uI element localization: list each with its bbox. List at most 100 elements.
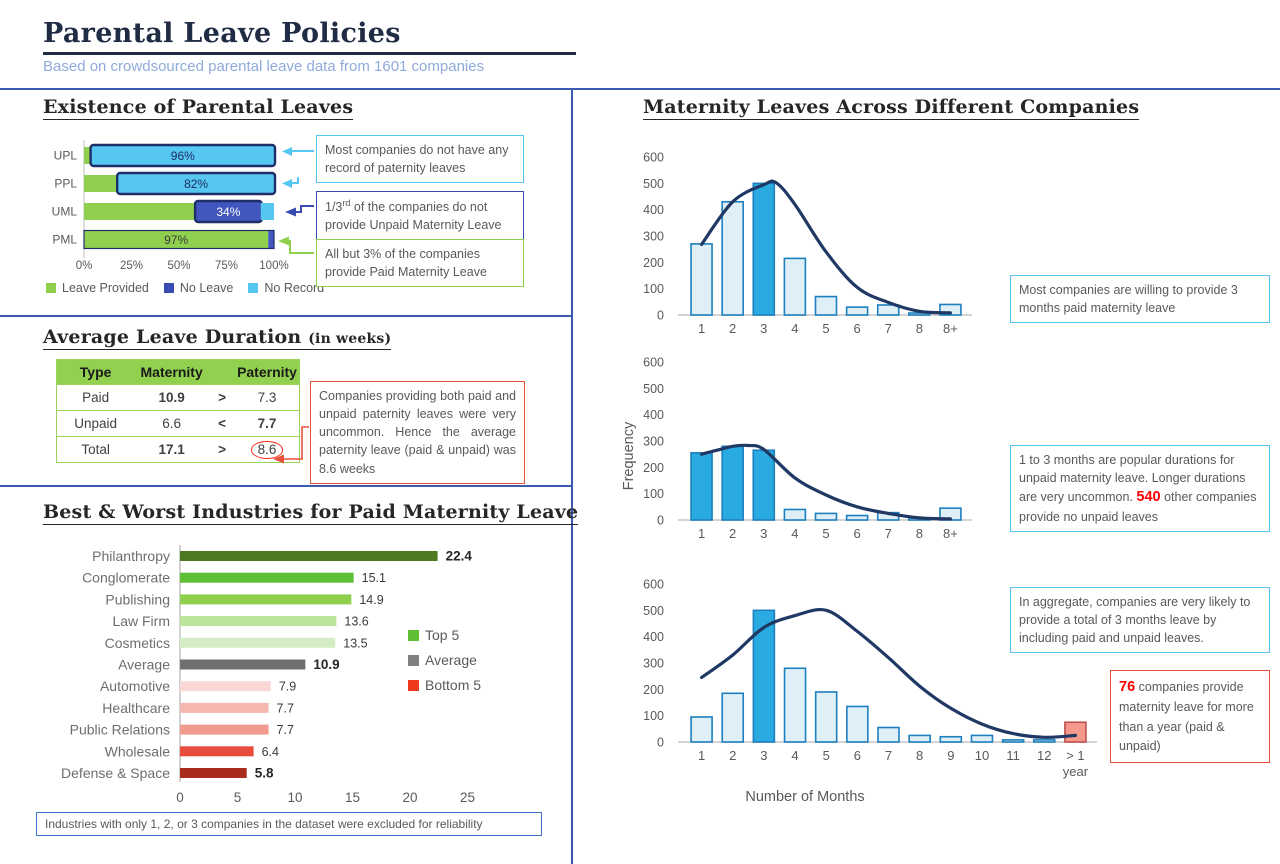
bar-value-label: 22.4 — [446, 549, 473, 564]
hist-bar — [752, 182, 776, 316]
hist-bar — [752, 449, 776, 521]
callout-paid-3-months: Most companies are willing to provide 3 … — [1010, 275, 1270, 324]
x-tick-label: 6 — [853, 526, 860, 541]
bar-value-label: 82% — [184, 177, 208, 191]
divider-top — [0, 88, 1280, 90]
x-tick-label: 50% — [167, 260, 190, 272]
callout-paid-maternity: All but 3% of the companies provide Paid… — [316, 239, 524, 288]
category-label: Philanthropy — [92, 548, 170, 564]
table-row: Unpaid 6.6 < 7.7 — [56, 410, 300, 437]
x-tick-label: 5 — [823, 748, 830, 763]
existence-chart: 96% UPL 82% PPL 34% UML 97% PML 0% 25% 50% 75% 100% — [52, 140, 289, 272]
legend-swatch — [163, 283, 174, 293]
category-label: Defense & Space — [61, 765, 170, 781]
industry-bar — [180, 659, 306, 670]
hist-bar — [908, 312, 931, 316]
bar-segment-leave-provided — [84, 147, 92, 164]
bar-value-label: 13.5 — [343, 636, 367, 650]
y-tick-label: 600 — [643, 151, 664, 165]
table-header-row: Type Maternity Paternity — [56, 359, 300, 385]
x-tick-label: > 1 — [1066, 748, 1084, 763]
category-label: Wholesale — [105, 743, 171, 759]
industries-chart: Philanthropy 22.4 Conglomerate 15.1 Publishi… — [61, 545, 475, 805]
bar-value-label: 5.8 — [255, 766, 274, 781]
x-tick-label: 6 — [854, 748, 861, 763]
category-label: Law Firm — [112, 613, 170, 629]
category-label: Cosmetics — [105, 635, 170, 651]
x-tick-label: 1 — [698, 526, 705, 541]
industry-bar — [180, 572, 354, 583]
section-title-industries: Best & Worst Industries for Paid Materni… — [43, 501, 579, 525]
distribution-curve — [700, 443, 952, 521]
paid-maternity-histogram: 600 500 400 300 200 100 0 1 2 3 4 5 6 7 8 8+ — [643, 151, 972, 336]
x-tick-label: 3 — [760, 748, 767, 763]
x-tick-label: 100% — [259, 260, 288, 272]
category-label: UML — [52, 205, 78, 219]
y-tick-label: 600 — [643, 578, 664, 592]
hist-bar — [845, 306, 869, 316]
bar-value-label: 13.6 — [344, 615, 368, 629]
y-tick-label: 300 — [643, 435, 664, 449]
y-tick-label: 600 — [643, 356, 664, 370]
industry-bar — [180, 551, 438, 561]
bar-segment-leave-provided — [84, 203, 197, 220]
x-tick-label: 8+ — [943, 321, 958, 336]
divider-vertical — [571, 88, 573, 864]
circled-value: 8.6 — [250, 441, 284, 459]
callout-aggregate-3-months: In aggregate, companies are very likely … — [1010, 587, 1270, 654]
divider-left-2 — [0, 485, 571, 487]
industry-bar — [180, 702, 269, 713]
x-tick-label: 6 — [853, 321, 860, 336]
x-tick-label: 25% — [120, 260, 143, 272]
unpaid-maternity-histogram: 600 500 400 300 200 100 0 1 2 3 4 5 6 7 8 8+ — [643, 356, 972, 541]
industry-bar — [180, 724, 269, 735]
x-tick-label: 7 — [885, 526, 892, 541]
industry-bar — [180, 594, 352, 605]
industry-bar — [180, 637, 336, 648]
hist-bar — [1064, 721, 1087, 743]
callout-more-than-year: 76 companies provide maternity leave for… — [1110, 670, 1270, 763]
hist-bar — [814, 295, 838, 316]
bar-value-label: 15.1 — [362, 571, 386, 585]
hist-bar — [783, 667, 807, 743]
bar-segment-no-record — [115, 171, 277, 196]
hist-bar — [939, 735, 963, 743]
x-tick-label: 4 — [791, 321, 798, 336]
hist-bar — [939, 303, 962, 316]
x-tick-label: 8 — [916, 321, 923, 336]
category-label: UPL — [54, 149, 78, 163]
x-tick-label: 7 — [885, 748, 892, 763]
x-tick-label: 8 — [916, 526, 923, 541]
bar-value-label: 97% — [164, 233, 188, 247]
category-label: Healthcare — [102, 700, 170, 716]
category-label: Publishing — [105, 591, 170, 607]
hist-bar — [690, 716, 713, 743]
hist-bar — [690, 452, 713, 521]
callout-no-record-paternity: Most companies do not have any record of… — [316, 135, 524, 184]
y-tick-label: 400 — [643, 408, 664, 422]
highlight-76: 76 — [1119, 679, 1136, 695]
legend-item-bottom5: Bottom 5 — [408, 677, 481, 693]
y-tick-label: 200 — [643, 256, 664, 270]
distribution-curve — [700, 179, 952, 315]
x-tick-label: 11 — [1006, 748, 1020, 763]
x-tick-label: 10 — [287, 790, 302, 805]
category-label: Conglomerate — [82, 570, 170, 586]
category-label: Automotive — [100, 678, 170, 694]
hist-bar — [721, 692, 745, 743]
bar-value-label: 7.7 — [277, 723, 294, 737]
hist-bar — [845, 514, 869, 521]
x-tick-label: 3 — [760, 526, 767, 541]
page-title: Parental Leave Policies — [43, 18, 576, 55]
category-label: PPL — [54, 177, 77, 191]
bar-segment-no-record — [260, 203, 274, 220]
x-tick-label: 75% — [215, 260, 238, 272]
x-tick-label: 9 — [947, 748, 954, 763]
section-title-existence: Existence of Parental Leaves — [43, 96, 354, 120]
hist-bar — [783, 257, 807, 316]
bar-value-label: 7.7 — [277, 701, 294, 715]
bar-value-label: 34% — [216, 205, 240, 219]
hist-bar — [970, 734, 994, 743]
